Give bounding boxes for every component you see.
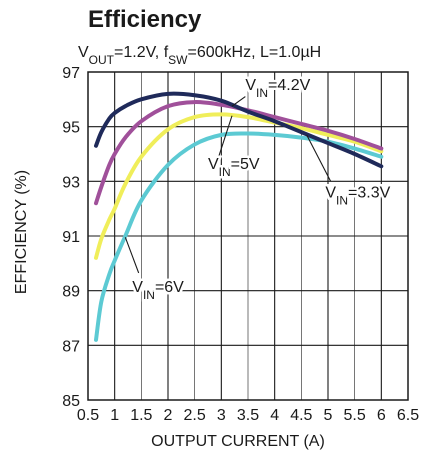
x-tick-label: 2 [164,407,173,424]
x-tick-label: 5 [324,407,333,424]
y-tick-label: 97 [62,65,80,82]
grid [88,72,408,400]
series-line-vin-3-3v [94,91,384,169]
series-label: VIN=3.3V [325,185,390,208]
x-tick-label: 2.5 [184,407,206,424]
y-tick-labels: 85 87 89 91 93 95 97 [62,65,80,410]
y-axis-label: EFFICIENCY (%) [13,170,30,294]
plot-frame [87,71,409,401]
label-leaders [124,96,332,274]
series-line-vin-4-2v [94,100,384,206]
chart-subtitle: VOUT=1.2V, fSW=600kHz, L=1.0µH [78,44,321,67]
annotation-leader [231,96,246,107]
series-line-vin-5v [94,112,384,260]
series-annotations: VIN=3.3V VIN=4.2V VIN=5V VIN=6V [130,74,393,304]
x-tick-label: 5.5 [344,407,366,424]
x-tick-label: 1 [110,407,119,424]
y-tick-label: 91 [62,229,80,246]
series-label: VIN=4.2V [245,77,310,100]
y-tick-label: 89 [62,284,80,301]
x-tick-labels: 0.5 1 1.5 2 2.5 3 3.5 4 4.5 5 5.5 6 6.5 [77,407,419,424]
series-label: VIN=6V [132,279,184,302]
annotation-leader [124,237,140,274]
annotation-leader [306,134,332,182]
y-tick-label: 93 [62,174,80,191]
x-tick-label: 1.5 [130,407,152,424]
x-tick-label: 4 [270,407,279,424]
y-tick-label: 95 [62,120,80,137]
x-tick-label: 6 [377,407,386,424]
annotation-leader [218,115,233,157]
x-tick-label: 0.5 [77,407,99,424]
x-axis-label: OUTPUT CURRENT (A) [151,433,325,450]
y-tick-label: 85 [62,393,80,410]
series-label: VIN=5V [208,156,260,179]
series-lines [94,91,384,342]
x-tick-label: 4.5 [290,407,312,424]
y-tick-label: 87 [62,338,80,355]
x-tick-label: 6.5 [397,407,419,424]
chart-title: Efficiency [88,6,202,33]
x-tick-label: 3 [217,407,226,424]
x-tick-label: 3.5 [237,407,259,424]
